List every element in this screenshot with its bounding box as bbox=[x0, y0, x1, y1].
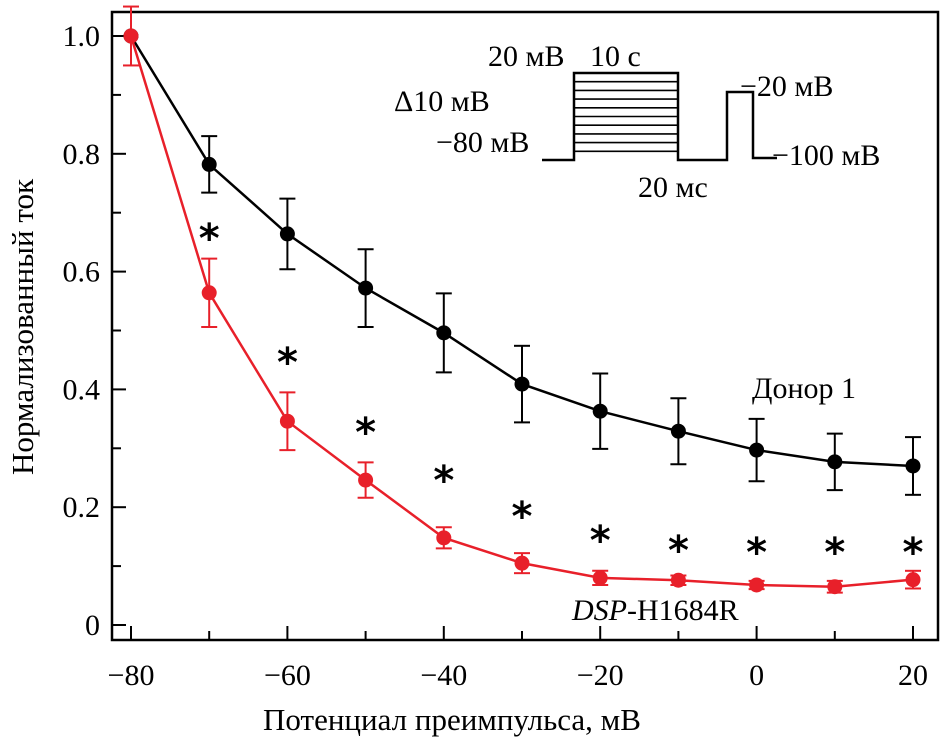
significance-star: * bbox=[903, 530, 924, 576]
data-point bbox=[358, 280, 374, 296]
inset-label-step: Δ10 мВ bbox=[394, 85, 490, 118]
x-tick-label: −40 bbox=[420, 659, 467, 692]
data-point bbox=[827, 454, 843, 470]
series-layer bbox=[123, 5, 921, 595]
series-label-mutant-italic: DSP bbox=[571, 594, 627, 627]
y-tick-label: 0.2 bbox=[63, 491, 101, 524]
y-tick-label: 0.4 bbox=[63, 373, 101, 406]
significance-layer: * * * * * * * * * * bbox=[199, 216, 924, 576]
data-point bbox=[436, 325, 452, 341]
y-tick-label: 0.8 bbox=[63, 138, 101, 171]
data-point bbox=[514, 376, 530, 392]
x-tick-label: 0 bbox=[749, 659, 764, 692]
y-tick-label: 0 bbox=[85, 609, 100, 642]
data-point bbox=[749, 577, 765, 593]
data-point bbox=[905, 458, 921, 474]
series-label-mutant-rest: -H1684R bbox=[627, 594, 739, 627]
data-point bbox=[514, 555, 530, 571]
data-point bbox=[670, 423, 686, 439]
significance-star: * bbox=[199, 216, 220, 262]
data-point bbox=[123, 28, 139, 44]
y-axis-title: Нормализованный ток bbox=[5, 178, 40, 475]
significance-star: * bbox=[277, 340, 298, 386]
x-axis-title: Потенциал преимпульса, мВ bbox=[263, 702, 641, 737]
data-point bbox=[749, 442, 765, 458]
significance-star: * bbox=[355, 410, 376, 456]
data-point bbox=[436, 530, 452, 546]
inset-label-prepulse-max: 20 мВ bbox=[488, 40, 565, 73]
protocol-waveform bbox=[542, 71, 777, 162]
significance-star: * bbox=[512, 494, 533, 540]
inset-label-test: −20 мВ bbox=[740, 70, 833, 103]
series-label-donor: Донор 1 bbox=[752, 372, 856, 405]
series-mutant bbox=[123, 5, 921, 595]
inset-label-holding: −80 мВ bbox=[436, 126, 529, 159]
x-tick-label: 20 bbox=[898, 659, 928, 692]
significance-star: * bbox=[746, 530, 767, 576]
data-point bbox=[670, 572, 686, 588]
y-tick-label: 1.0 bbox=[63, 20, 101, 53]
x-tick-label: −80 bbox=[108, 659, 155, 692]
data-point bbox=[358, 472, 374, 488]
significance-star: * bbox=[590, 518, 611, 564]
data-point bbox=[201, 156, 217, 172]
data-point bbox=[279, 413, 295, 429]
inset-label-gap: 20 мс bbox=[638, 171, 708, 204]
axes: −80 −60 −40 −20 0 20 0 0.2 0.4 0.6 0.8 1.0 bbox=[63, 10, 940, 692]
inset-label-duration: 10 с bbox=[590, 40, 641, 73]
data-point bbox=[827, 579, 843, 595]
significance-star: * bbox=[824, 530, 845, 576]
series-label-mutant: DSP-H1684R bbox=[571, 594, 739, 627]
inset-label-after: −100 мВ bbox=[772, 139, 880, 172]
data-point bbox=[592, 403, 608, 419]
significance-star: * bbox=[433, 458, 454, 504]
inset-protocol: 20 мВ 10 с Δ10 мВ −80 мВ 20 мс −20 мВ −1… bbox=[394, 40, 880, 204]
data-point bbox=[279, 226, 295, 242]
x-tick-label: −20 bbox=[577, 659, 624, 692]
data-point bbox=[592, 570, 608, 586]
significance-star: * bbox=[668, 528, 689, 574]
data-point bbox=[201, 285, 217, 301]
data-point bbox=[905, 572, 921, 588]
x-tick-label: −60 bbox=[264, 659, 311, 692]
plot-frame bbox=[110, 10, 940, 642]
y-tick-label: 0.6 bbox=[63, 256, 101, 289]
